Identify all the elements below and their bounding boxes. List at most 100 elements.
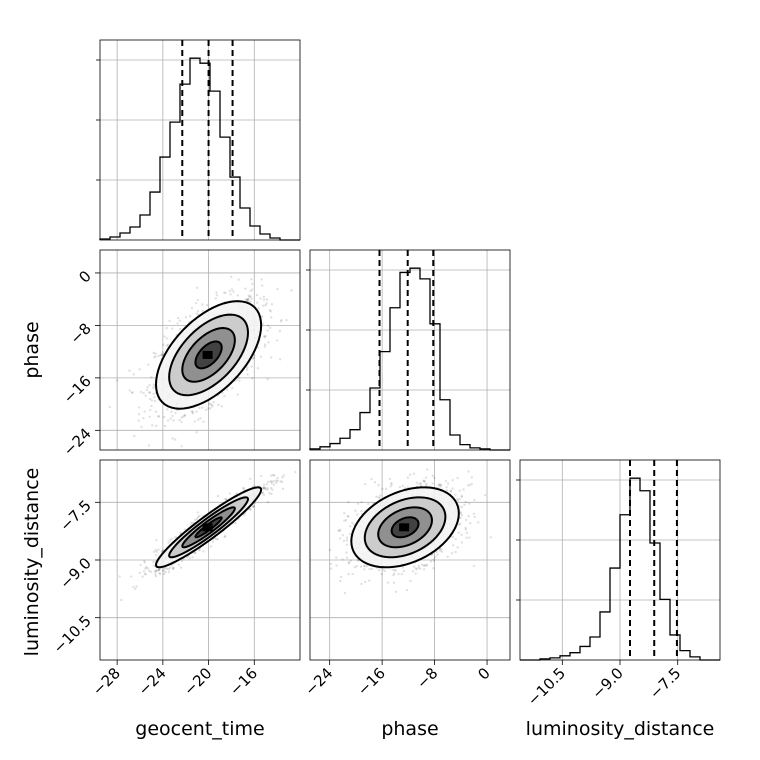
sample-point <box>202 420 205 423</box>
sample-point <box>246 299 249 302</box>
sample-point <box>440 550 444 553</box>
sample-point <box>154 554 158 557</box>
sample-point <box>191 556 194 559</box>
sample-point <box>359 565 363 568</box>
sample-point <box>224 498 228 501</box>
x-axis-label-luminosity-distance: luminosity_distance <box>526 718 715 740</box>
sample-point <box>390 481 393 485</box>
y-tick-label-luminosity_distance: −9.0 <box>56 554 94 592</box>
sample-point <box>465 531 469 535</box>
sample-point <box>176 316 180 320</box>
sample-point <box>231 386 234 390</box>
sample-point <box>154 352 157 355</box>
sample-point <box>154 355 157 358</box>
sample-point <box>401 566 405 569</box>
sample-point <box>417 566 420 570</box>
sample-point <box>464 500 468 504</box>
sample-point <box>458 497 461 501</box>
sample-point <box>347 561 351 565</box>
sample-point <box>279 320 283 323</box>
sample-point <box>162 415 166 419</box>
sample-point <box>148 415 151 419</box>
sample-point <box>253 354 256 357</box>
contour-line <box>168 313 250 397</box>
sample-point <box>155 569 158 572</box>
sample-point <box>133 434 136 438</box>
sample-point <box>250 288 254 291</box>
sample-point <box>409 579 412 583</box>
sample-point <box>215 294 219 297</box>
histogram-phase <box>309 267 510 451</box>
sample-point <box>345 556 349 560</box>
sample-point <box>143 572 147 576</box>
sample-point <box>184 315 188 319</box>
sample-point <box>270 316 273 319</box>
sample-point <box>172 419 175 422</box>
sample-point <box>208 402 211 406</box>
sample-point <box>343 591 347 595</box>
sample-point <box>244 298 247 301</box>
sample-point <box>149 408 152 412</box>
sample-point <box>161 351 164 354</box>
sample-point <box>454 550 457 554</box>
sample-point <box>257 307 260 310</box>
sample-point <box>242 487 245 491</box>
sample-point <box>198 548 201 551</box>
sample-point <box>260 474 263 478</box>
sample-point <box>266 329 269 332</box>
sample-point <box>426 468 429 471</box>
sample-point <box>347 500 350 504</box>
sample-point <box>418 482 421 486</box>
sample-point <box>137 419 140 422</box>
sample-point <box>345 543 349 546</box>
histogram-panel-phase <box>306 249 511 451</box>
sample-point <box>368 579 371 582</box>
sample-point <box>489 536 493 539</box>
sample-point <box>180 416 183 419</box>
sample-point <box>149 570 153 574</box>
sample-point <box>435 550 439 554</box>
sample-point <box>236 294 240 297</box>
sample-point <box>275 479 278 482</box>
histogram-panel-geocent_time <box>96 39 301 241</box>
sample-point <box>137 413 141 416</box>
sample-point <box>132 373 135 376</box>
sample-point <box>245 298 249 301</box>
sample-point <box>194 301 198 305</box>
sample-point <box>347 561 351 564</box>
x-tick-label-geocent_time: −16 <box>226 664 261 699</box>
sample-point <box>152 564 156 568</box>
sample-point <box>261 492 264 495</box>
sample-point <box>198 514 201 518</box>
sample-point <box>147 569 151 572</box>
sample-point <box>433 476 436 480</box>
x-tick-label-phase: −24 <box>301 664 336 699</box>
sample-point <box>248 295 251 299</box>
sample-point <box>189 521 193 525</box>
sample-point <box>170 537 173 541</box>
sample-point <box>144 567 147 570</box>
sample-point <box>424 476 428 479</box>
sample-point <box>158 571 161 575</box>
sample-point <box>146 567 149 570</box>
sample-point <box>467 514 470 518</box>
sample-point <box>190 410 194 413</box>
sample-point <box>183 414 186 418</box>
sample-point <box>157 568 161 572</box>
sample-point <box>456 476 459 480</box>
sample-point <box>341 558 344 561</box>
sample-point <box>429 560 433 563</box>
sample-point <box>215 291 218 294</box>
sample-point <box>349 559 353 562</box>
sample-point <box>207 407 210 410</box>
sample-point <box>255 293 259 297</box>
sample-point <box>251 377 254 380</box>
sample-point <box>152 560 155 564</box>
sample-point <box>145 388 149 392</box>
sample-point <box>294 470 297 474</box>
sample-point <box>224 291 227 295</box>
scatter-panel-phase-luminosity_distance: −24 −16 −8 0 <box>301 459 511 699</box>
sample-point <box>202 550 205 553</box>
sample-point <box>154 573 157 576</box>
sample-point <box>142 570 146 573</box>
